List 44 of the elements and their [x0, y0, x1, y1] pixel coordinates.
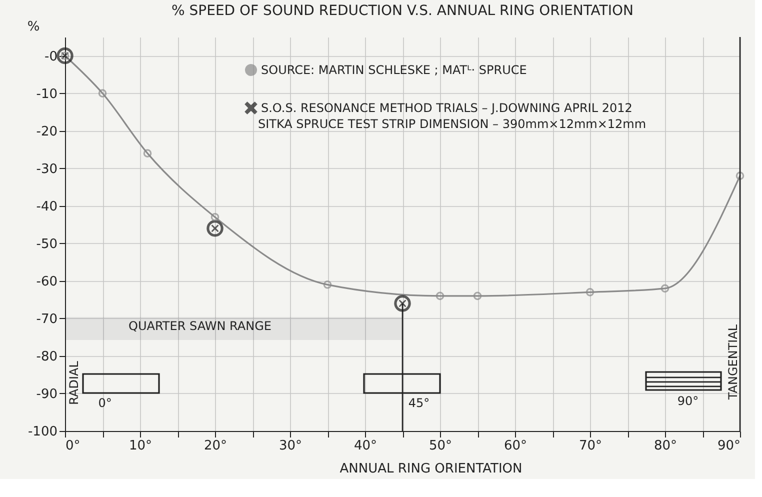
- annotation: 45°: [408, 396, 430, 410]
- y-tick-label: -30: [36, 162, 58, 177]
- band-label: QUARTER SAWN RANGE: [128, 319, 272, 333]
- y-tick-label: -100: [28, 424, 58, 440]
- point: [586, 288, 594, 296]
- legend-label: SOURCE: MARTIN SCHLESKE ; MATᴸ· SPRUCE: [261, 63, 527, 77]
- y-tick-label: -70: [36, 312, 58, 327]
- x-tick-label: 80°: [654, 438, 678, 454]
- y-tick-label: -50: [36, 236, 58, 252]
- x-tick-label: 40°: [354, 438, 378, 454]
- point: [436, 292, 444, 300]
- point: [56, 47, 74, 64]
- legend-label: S.O.S. RESONANCE METHOD TRIALS – J.DOWNING APRIL 2012: [261, 101, 632, 115]
- x-axis-title: ANNUAL RING ORIENTATION: [340, 462, 522, 476]
- y-tick-label: -80: [36, 349, 58, 364]
- x-tick-label: 50°: [428, 438, 452, 454]
- y-tick-label: -20: [36, 124, 58, 140]
- point: [473, 292, 482, 300]
- x-tick-label: 20°: [204, 438, 228, 454]
- x-tick-label: 30°: [278, 438, 302, 454]
- point: [206, 220, 224, 237]
- x-tick-label: 10°: [128, 438, 152, 454]
- point: [323, 280, 332, 289]
- point: [394, 295, 411, 312]
- annotation: TANGENTIAL: [726, 324, 740, 401]
- annotation: RADIAL: [67, 360, 81, 405]
- y-tick-label: -0: [44, 49, 58, 64]
- y-axis-title: %: [27, 20, 40, 34]
- point: [143, 149, 152, 158]
- x-tick-label: 70°: [578, 438, 602, 454]
- annotation: 90°: [677, 394, 699, 408]
- y-tick-label: -40: [36, 199, 58, 214]
- y-tick-label: -10: [36, 86, 58, 102]
- annotation: 0°: [98, 396, 112, 410]
- y-tick-label: -90: [36, 386, 58, 402]
- point: [660, 284, 670, 293]
- y-tick-label: -60: [36, 274, 58, 290]
- point: [98, 89, 107, 98]
- chart-title: % SPEED OF SOUND REDUCTION V.S. ANNUAL RING ORIENTATION: [172, 3, 634, 19]
- x-tick-label: 90°: [717, 438, 740, 454]
- x-tick-label: 60°: [504, 438, 528, 454]
- x-tick-label: 0°: [66, 438, 80, 454]
- annotation: SITKA SPRUCE TEST STRIP DIMENSION – 390mm×12mm×12mm: [258, 117, 646, 131]
- point: [210, 212, 220, 222]
